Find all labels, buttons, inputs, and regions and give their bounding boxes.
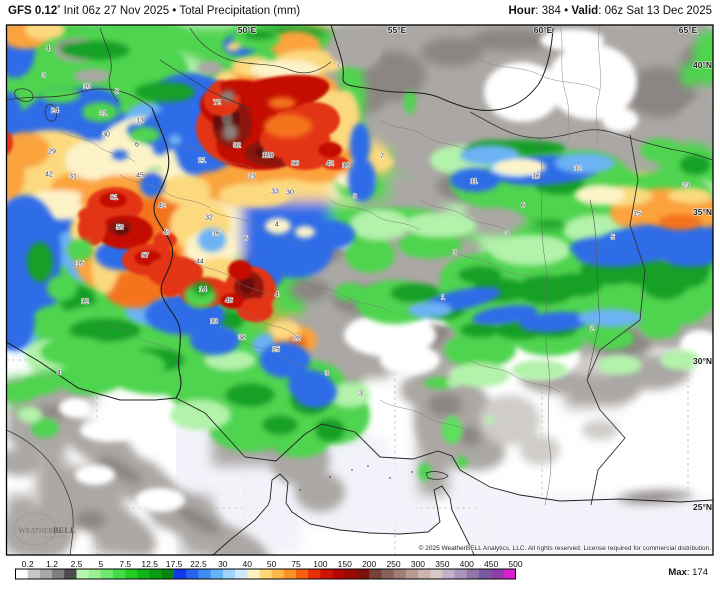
svg-text:16: 16 [212, 231, 220, 238]
svg-text:10: 10 [83, 84, 91, 91]
svg-text:5: 5 [99, 559, 104, 569]
svg-text:24: 24 [51, 108, 59, 115]
svg-text:450: 450 [484, 559, 498, 569]
svg-text:12.5: 12.5 [141, 559, 158, 569]
svg-text:16: 16 [532, 174, 540, 181]
svg-text:46: 46 [225, 298, 233, 305]
svg-text:2: 2 [590, 326, 594, 333]
svg-text:50°E: 50°E [238, 25, 257, 35]
svg-text:40°N: 40°N [693, 60, 712, 70]
svg-text:30: 30 [286, 190, 294, 197]
svg-text:4: 4 [57, 370, 61, 377]
svg-text:6: 6 [244, 236, 248, 243]
svg-text:55°E: 55°E [388, 25, 407, 35]
svg-text:6: 6 [135, 142, 139, 149]
svg-text:40: 40 [242, 559, 252, 569]
svg-text:13: 13 [210, 319, 218, 326]
svg-text:5: 5 [611, 235, 615, 242]
svg-text:23: 23 [682, 183, 690, 190]
svg-text:11: 11 [470, 179, 477, 186]
svg-text:30: 30 [102, 132, 110, 139]
svg-text:18: 18 [342, 163, 350, 170]
svg-text:14: 14 [199, 287, 207, 294]
svg-text:118: 118 [262, 153, 273, 160]
svg-text:3: 3 [325, 371, 329, 378]
svg-text:12: 12 [81, 299, 89, 306]
svg-text:42: 42 [158, 203, 166, 210]
svg-text:33: 33 [271, 189, 279, 196]
svg-text:59: 59 [116, 225, 124, 232]
svg-text:38: 38 [238, 335, 246, 342]
svg-text:72: 72 [213, 100, 221, 107]
svg-text:4: 4 [275, 222, 279, 229]
svg-text:15: 15 [633, 211, 641, 218]
svg-text:12: 12 [574, 166, 582, 173]
svg-text:42: 42 [45, 172, 53, 179]
svg-text:100: 100 [313, 559, 327, 569]
svg-text:67: 67 [141, 253, 149, 260]
svg-text:22.5: 22.5 [190, 559, 207, 569]
svg-text:66: 66 [291, 161, 299, 168]
svg-text:300: 300 [411, 559, 425, 569]
svg-text:2.5: 2.5 [71, 559, 83, 569]
svg-text:47: 47 [163, 230, 171, 237]
svg-text:500: 500 [508, 559, 522, 569]
svg-text:Max: 174: Max: 174 [668, 567, 708, 578]
svg-text:1.2: 1.2 [46, 559, 58, 569]
svg-text:50: 50 [267, 559, 277, 569]
svg-text:3: 3 [42, 73, 46, 80]
svg-text:8: 8 [115, 89, 119, 96]
svg-text:17.5: 17.5 [166, 559, 183, 569]
svg-text:4: 4 [46, 46, 50, 53]
svg-text:0.2: 0.2 [22, 559, 34, 569]
svg-text:28: 28 [293, 336, 301, 343]
svg-text:32: 32 [205, 215, 213, 222]
svg-text:© 2025 WeatherBELL Analytics,: © 2025 WeatherBELL Analytics, LLC. All r… [419, 544, 712, 552]
svg-text:23: 23 [248, 174, 256, 181]
svg-text:35°N: 35°N [693, 207, 712, 217]
svg-text:25: 25 [272, 347, 280, 354]
svg-text:30°N: 30°N [693, 356, 712, 366]
svg-text:75: 75 [291, 559, 301, 569]
svg-text:13: 13 [136, 118, 144, 125]
svg-text:2: 2 [337, 62, 341, 69]
svg-text:6: 6 [521, 203, 525, 210]
svg-text:42: 42 [326, 161, 334, 168]
svg-text:21: 21 [198, 158, 206, 165]
svg-text:4: 4 [275, 292, 279, 299]
svg-text:21: 21 [99, 111, 107, 118]
svg-text:3: 3 [359, 391, 363, 398]
svg-text:16: 16 [76, 261, 84, 268]
svg-text:29: 29 [48, 149, 56, 156]
svg-text:1: 1 [441, 295, 445, 302]
svg-text:65°E: 65°E [679, 25, 698, 35]
svg-text:150: 150 [338, 559, 352, 569]
svg-text:WEATHERBELL: WEATHERBELL [18, 525, 76, 535]
svg-text:7: 7 [380, 154, 384, 161]
svg-text:25°N: 25°N [693, 502, 712, 512]
svg-text:7.5: 7.5 [119, 559, 131, 569]
svg-text:350: 350 [435, 559, 449, 569]
svg-text:45: 45 [136, 173, 144, 180]
svg-text:31: 31 [69, 174, 77, 181]
svg-text:3: 3 [453, 250, 457, 257]
svg-text:30: 30 [218, 559, 228, 569]
svg-text:GFS 0.12° Init 06z 27 Nov 2025: GFS 0.12° Init 06z 27 Nov 2025 • Total P… [8, 4, 300, 17]
svg-text:60°E: 60°E [534, 25, 553, 35]
svg-text:9: 9 [353, 194, 357, 201]
svg-text:61: 61 [110, 195, 118, 202]
svg-text:92: 92 [233, 143, 241, 150]
svg-text:200: 200 [362, 559, 376, 569]
svg-text:Analytics LLC: Analytics LLC [44, 535, 66, 539]
svg-text:400: 400 [460, 559, 474, 569]
svg-text:250: 250 [386, 559, 400, 569]
svg-text:44: 44 [196, 259, 204, 266]
svg-text:3: 3 [505, 231, 509, 238]
svg-text:Hour: 384 • Valid: 06z Sat 13: Hour: 384 • Valid: 06z Sat 13 Dec 2025 [508, 5, 712, 17]
